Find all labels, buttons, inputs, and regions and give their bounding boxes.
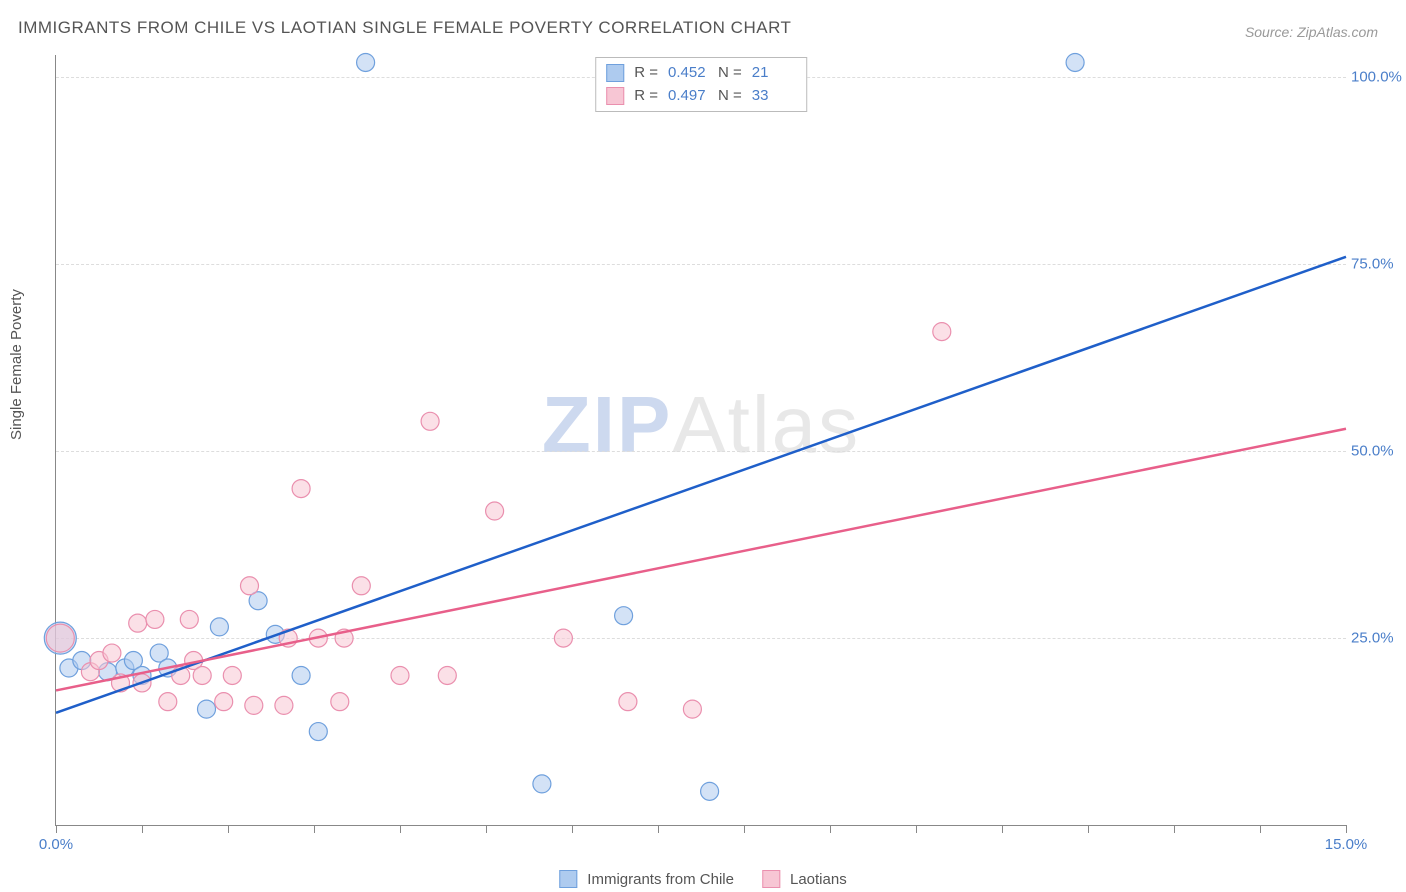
y-tick-label: 25.0% xyxy=(1351,630,1406,647)
x-tick xyxy=(228,825,229,833)
x-tick-label: 15.0% xyxy=(1325,836,1368,853)
correlation-stats-box: R = 0.452 N = 21 R = 0.497 N = 33 xyxy=(595,57,807,112)
x-tick xyxy=(1346,825,1347,833)
legend-item-0: Immigrants from Chile xyxy=(559,870,734,888)
data-point xyxy=(103,644,121,662)
data-point xyxy=(210,618,228,636)
x-tick xyxy=(1088,825,1089,833)
data-point xyxy=(357,53,375,71)
x-tick xyxy=(830,825,831,833)
x-tick xyxy=(916,825,917,833)
stats-swatch-0 xyxy=(606,64,624,82)
y-tick-label: 100.0% xyxy=(1351,69,1406,86)
x-tick xyxy=(572,825,573,833)
data-point xyxy=(533,775,551,793)
data-point xyxy=(391,666,409,684)
y-tick-label: 75.0% xyxy=(1351,256,1406,273)
data-point xyxy=(223,666,241,684)
stats-swatch-1 xyxy=(606,87,624,105)
x-tick xyxy=(486,825,487,833)
stats-r-label-1: R = xyxy=(634,85,658,108)
source-attribution: Source: ZipAtlas.com xyxy=(1245,24,1378,40)
data-point xyxy=(619,693,637,711)
chart-svg xyxy=(56,55,1346,825)
data-point xyxy=(331,693,349,711)
chart-title: IMMIGRANTS FROM CHILE VS LAOTIAN SINGLE … xyxy=(18,18,791,38)
data-point xyxy=(615,607,633,625)
y-tick-label: 50.0% xyxy=(1351,443,1406,460)
data-point xyxy=(292,480,310,498)
data-point xyxy=(159,693,177,711)
x-tick xyxy=(1174,825,1175,833)
x-tick xyxy=(400,825,401,833)
stats-row-series-1: R = 0.497 N = 33 xyxy=(606,85,796,108)
data-point xyxy=(275,696,293,714)
data-point xyxy=(245,696,263,714)
stats-n-label-0: N = xyxy=(718,62,742,85)
data-point xyxy=(438,666,456,684)
legend-swatch-1 xyxy=(762,870,780,888)
data-point xyxy=(683,700,701,718)
data-point xyxy=(292,666,310,684)
data-point xyxy=(129,614,147,632)
data-point xyxy=(46,624,74,652)
data-point xyxy=(421,412,439,430)
data-point xyxy=(309,723,327,741)
data-point xyxy=(554,629,572,647)
y-axis-label: Single Female Poverty xyxy=(8,289,25,440)
stats-r-value-1: 0.497 xyxy=(668,85,708,108)
x-tick xyxy=(1260,825,1261,833)
plot-area: ZIPAtlas 25.0%50.0%75.0%100.0% R = 0.452… xyxy=(55,55,1346,826)
legend-item-1: Laotians xyxy=(762,870,847,888)
data-point xyxy=(180,610,198,628)
data-point xyxy=(215,693,233,711)
data-point xyxy=(933,323,951,341)
data-point xyxy=(1066,53,1084,71)
legend-label-1: Laotians xyxy=(790,871,847,888)
stats-r-label-0: R = xyxy=(634,62,658,85)
data-point xyxy=(146,610,164,628)
data-point xyxy=(486,502,504,520)
data-point xyxy=(352,577,370,595)
trend-line xyxy=(56,257,1346,713)
trend-line xyxy=(56,429,1346,691)
stats-row-series-0: R = 0.452 N = 21 xyxy=(606,62,796,85)
legend-label-0: Immigrants from Chile xyxy=(587,871,734,888)
data-point xyxy=(701,782,719,800)
x-tick xyxy=(1002,825,1003,833)
data-point xyxy=(241,577,259,595)
stats-n-label-1: N = xyxy=(718,85,742,108)
x-tick xyxy=(56,825,57,833)
stats-n-value-1: 33 xyxy=(752,85,792,108)
x-tick xyxy=(142,825,143,833)
stats-n-value-0: 21 xyxy=(752,62,792,85)
x-tick xyxy=(658,825,659,833)
bottom-legend: Immigrants from Chile Laotians xyxy=(559,870,846,888)
x-tick xyxy=(744,825,745,833)
x-tick-label: 0.0% xyxy=(39,836,73,853)
stats-r-value-0: 0.452 xyxy=(668,62,708,85)
x-tick xyxy=(314,825,315,833)
data-point xyxy=(198,700,216,718)
legend-swatch-0 xyxy=(559,870,577,888)
data-point xyxy=(193,666,211,684)
